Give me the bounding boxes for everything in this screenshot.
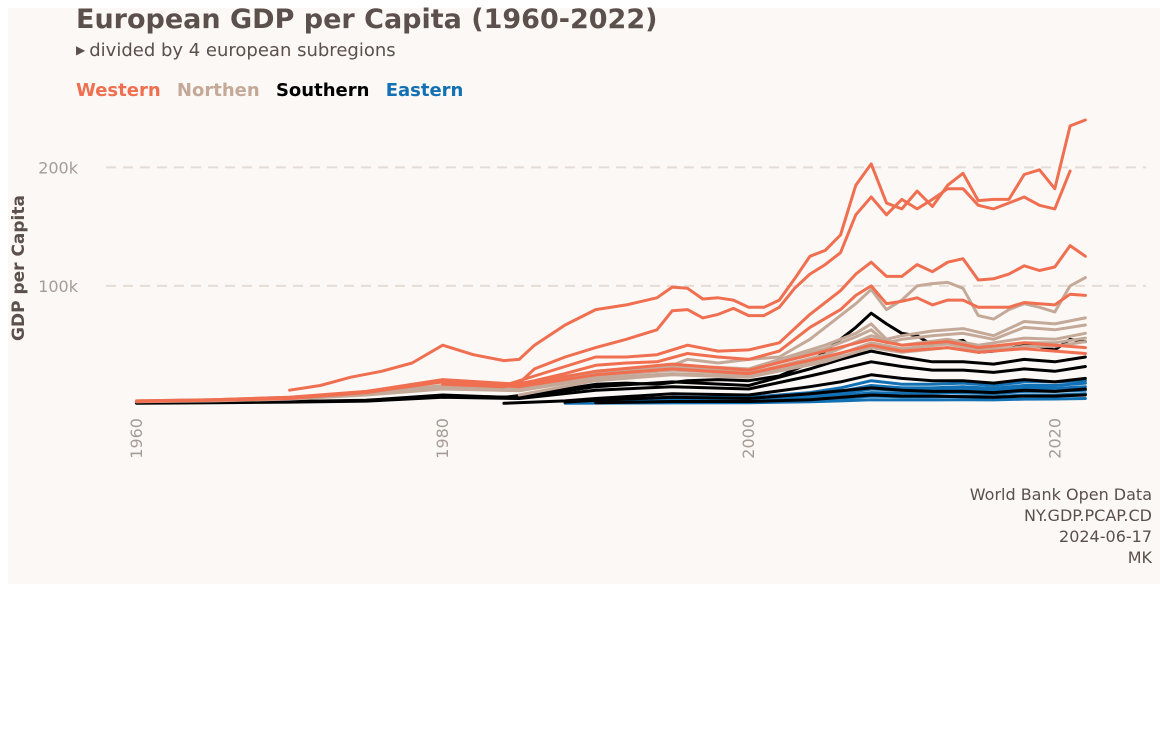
series-line-southern-16: [563, 386, 1087, 404]
series-line-northen-11: [517, 340, 1087, 397]
series-line-western-1: [441, 169, 1072, 386]
series-line-western-2: [441, 244, 1087, 387]
series-line-western-0: [288, 118, 1087, 392]
chart-title: European GDP per Capita (1960-2022): [76, 4, 658, 35]
grid-layer: [106, 166, 1146, 287]
legend-northen: Northen: [176, 80, 260, 101]
chart-subtitle: ▶ divided by 4 european subregions: [76, 40, 396, 61]
series-line-southern-14: [135, 360, 1087, 405]
caption-author: MK: [1127, 548, 1152, 567]
caption-date: 2024-06-17: [1059, 527, 1152, 546]
x-tick-label: 1960: [127, 418, 146, 459]
axis-layer: 100k 200k 1960 1980 2000 2020 GDP per Capita: [9, 158, 1064, 458]
series-layer: [135, 118, 1087, 405]
caption-source: World Bank Open Data: [969, 485, 1152, 504]
x-tick-label: 2000: [739, 418, 758, 459]
caption-indicator: NY.GDP.PCAP.CD: [1023, 506, 1152, 525]
legend-southern: Southern: [275, 80, 370, 101]
series-line-western-5: [135, 343, 1087, 403]
y-tick-label: 100k: [38, 277, 79, 296]
x-tick-label: 1980: [433, 418, 452, 459]
series-line-southern-17: [594, 393, 1087, 405]
source-caption: World Bank Open Data NY.GDP.PCAP.CD 2024…: [970, 484, 1152, 568]
series-line-western-3: [441, 284, 1087, 389]
x-tick-label: 2020: [1045, 418, 1064, 459]
y-tick-label: 200k: [38, 158, 79, 177]
legend-western: Western: [76, 80, 161, 101]
legend-eastern: Eastern: [385, 80, 464, 101]
chart-legend: Western Northen Southern Eastern: [76, 80, 473, 101]
subtitle-text: divided by 4 european subregions: [89, 40, 396, 61]
series-line-southern-15: [502, 373, 1087, 405]
triangle-bullet-icon: ▶: [76, 43, 86, 57]
y-axis-label: GDP per Capita: [9, 195, 29, 341]
